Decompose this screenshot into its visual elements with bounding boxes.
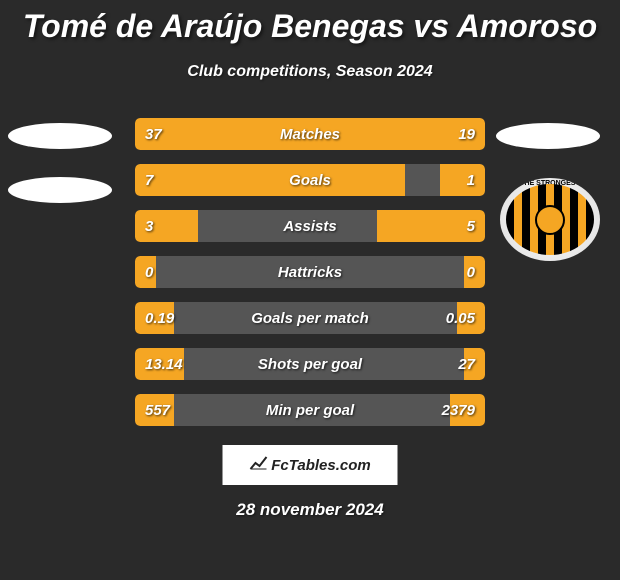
stat-row-inner: 557 Min per goal 2379 (135, 394, 485, 426)
stat-row: 0 Hattricks 0 (135, 256, 485, 288)
date-label: 28 november 2024 (236, 500, 383, 520)
value-left: 7 (145, 172, 153, 189)
value-left: 557 (145, 402, 170, 419)
stat-label: Min per goal (266, 402, 354, 419)
stat-row-inner: 37 Matches 19 (135, 118, 485, 150)
value-left: 0 (145, 264, 153, 281)
chart-icon (249, 456, 267, 475)
stat-label: Matches (280, 126, 340, 143)
player2-avatar (496, 123, 600, 149)
stat-row: 13.14 Shots per goal 27 (135, 348, 485, 380)
tiger-icon (535, 205, 565, 235)
value-right: 0.05 (446, 310, 475, 327)
value-right: 27 (458, 356, 475, 373)
value-right: 19 (458, 126, 475, 143)
stat-row: 37 Matches 19 (135, 118, 485, 150)
value-left: 0.19 (145, 310, 174, 327)
value-left: 37 (145, 126, 162, 143)
stat-label: Hattricks (278, 264, 342, 281)
stats-container: 37 Matches 19 7 Goals 1 3 Assists 5 0 Hattricks 0 0.… (135, 118, 485, 440)
stat-row: 0.19 Goals per match 0.05 (135, 302, 485, 334)
player1-avatar (8, 123, 112, 149)
value-right: 1 (467, 172, 475, 189)
player1-club-badge (8, 177, 112, 203)
stat-row-inner: 0.19 Goals per match 0.05 (135, 302, 485, 334)
value-right: 0 (467, 264, 475, 281)
value-right: 2379 (442, 402, 475, 419)
stat-label: Goals per match (251, 310, 369, 327)
subtitle: Club competitions, Season 2024 (0, 63, 620, 81)
badge-stripes (506, 184, 594, 255)
value-left: 13.14 (145, 356, 183, 373)
value-right: 5 (467, 218, 475, 235)
page-title: Tomé de Araújo Benegas vs Amoroso (0, 0, 620, 45)
watermark-text: FcTables.com (271, 457, 370, 474)
stat-label: Assists (283, 218, 336, 235)
stat-row: 7 Goals 1 (135, 164, 485, 196)
stat-label: Shots per goal (258, 356, 362, 373)
stat-row-inner: 0 Hattricks 0 (135, 256, 485, 288)
stat-row-inner: 13.14 Shots per goal 27 (135, 348, 485, 380)
player2-club-badge: THE STRONGEST (500, 178, 600, 261)
value-left: 3 (145, 218, 153, 235)
stat-row-inner: 7 Goals 1 (135, 164, 485, 196)
stat-row-inner: 3 Assists 5 (135, 210, 485, 242)
stat-row: 3 Assists 5 (135, 210, 485, 242)
stat-row: 557 Min per goal 2379 (135, 394, 485, 426)
watermark: FcTables.com (223, 445, 398, 485)
stat-label: Goals (289, 172, 331, 189)
